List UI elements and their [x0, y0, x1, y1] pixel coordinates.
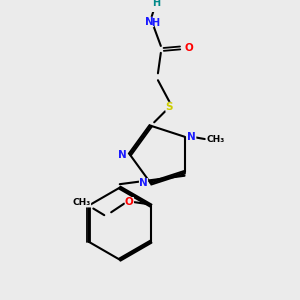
- Text: H: H: [152, 19, 160, 28]
- Text: N: N: [145, 17, 154, 27]
- Text: N: N: [188, 132, 196, 142]
- Text: O: O: [125, 197, 134, 207]
- Text: O: O: [184, 43, 193, 53]
- Text: H: H: [152, 0, 160, 8]
- Text: S: S: [166, 102, 173, 112]
- Text: N: N: [118, 149, 127, 160]
- Text: CH₃: CH₃: [73, 198, 91, 207]
- Text: N: N: [139, 178, 148, 188]
- Text: CH₃: CH₃: [206, 134, 224, 143]
